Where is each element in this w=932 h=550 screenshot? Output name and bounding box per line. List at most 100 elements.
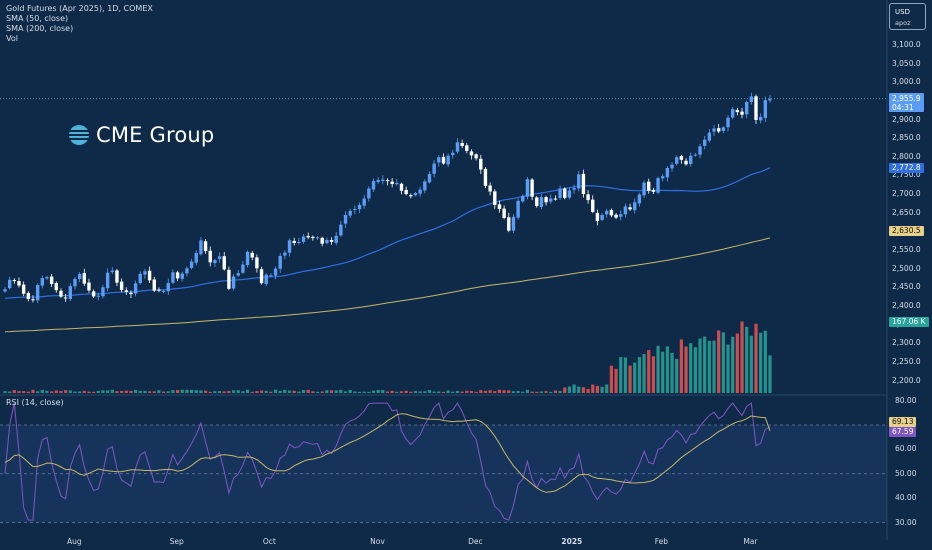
candle-body [744, 102, 749, 115]
candle-body [614, 214, 618, 218]
candle-body [409, 195, 413, 197]
candle-body [231, 276, 236, 289]
candle-body [390, 181, 394, 185]
last-price-tag: 2,955.9 04:31 [889, 93, 924, 112]
candle-body [353, 209, 357, 211]
volume-bar [203, 390, 208, 393]
candle-body [124, 290, 128, 292]
volume-bar [763, 330, 767, 393]
time-axis-tick: Sep [169, 537, 184, 546]
candle-body [721, 127, 726, 131]
volume-bar [609, 365, 614, 393]
candle-body [670, 164, 674, 169]
candle-body [87, 282, 91, 291]
volume-bar [245, 389, 250, 393]
candle-body [101, 287, 105, 297]
volume-bar [675, 358, 679, 393]
rsi-axis-tick: 50.00 [895, 468, 917, 478]
candle-body [521, 195, 525, 202]
volume-bar [264, 390, 268, 393]
time-axis-tick: Nov [370, 537, 385, 546]
candle-body [259, 269, 264, 284]
volume-bar [236, 390, 240, 393]
candle-body [348, 210, 352, 216]
volume-bar [157, 390, 161, 393]
candle-body [605, 210, 609, 215]
price-axis-tick: 2,500.0 [892, 263, 921, 273]
volume-bar [110, 389, 114, 393]
volume-bar [189, 389, 194, 393]
candle-body [749, 96, 754, 103]
volume-bar [381, 389, 385, 393]
candle-body [203, 241, 208, 252]
volume-bar [334, 390, 338, 393]
candle-body [325, 239, 329, 244]
candle-body [437, 157, 441, 163]
volume-bar [437, 391, 441, 393]
volume-bar [572, 384, 576, 393]
volume-bar [134, 389, 138, 393]
volume-bar [241, 391, 245, 393]
rsi-axis-tick: 40.00 [895, 493, 917, 503]
candle-body [502, 208, 506, 218]
volume-bar [87, 391, 91, 393]
candle-body [600, 214, 604, 220]
volume-bar [516, 391, 520, 393]
candle-body [623, 206, 628, 215]
volume-bar [558, 390, 562, 393]
candle-body [460, 143, 464, 147]
candle-body [35, 285, 40, 301]
volume-bar [3, 391, 7, 393]
candle-body [329, 239, 334, 242]
volume-bar [143, 390, 147, 393]
volume-bar [36, 391, 40, 393]
volume-bar [259, 390, 264, 393]
candle-body [586, 194, 590, 201]
volume-bar [427, 390, 432, 393]
candle-body [553, 198, 558, 200]
volume-bar [287, 390, 292, 393]
candle-body [362, 198, 366, 206]
rsi-line [4, 402, 771, 521]
candle-body [306, 235, 310, 238]
volume-bar [413, 391, 418, 393]
candle-body [595, 212, 600, 221]
volume-bar [161, 391, 166, 393]
volume-bar [488, 390, 492, 393]
candle-body [381, 179, 385, 182]
candle-body [567, 190, 572, 198]
candle-body [637, 194, 642, 204]
volume-bar [595, 385, 600, 393]
volume-bar [460, 391, 464, 393]
volume-bar [535, 391, 539, 393]
volume-bar [707, 340, 711, 393]
volume-bar [17, 391, 21, 393]
candle-body [647, 181, 651, 191]
time-axis-tick: 2025 [561, 537, 583, 546]
volume-bar [250, 391, 254, 393]
volume-bar [651, 356, 655, 393]
volume-bar [339, 389, 343, 393]
candle-body [651, 190, 656, 192]
volume-bar [395, 391, 399, 393]
volume-bar [521, 391, 525, 393]
volume-bar [549, 391, 553, 393]
volume-bar [92, 391, 96, 393]
candle-body [77, 273, 82, 279]
candle-body [138, 273, 142, 284]
candle-body [399, 183, 404, 191]
legend-title: Gold Futures (Apr 2025), 1D, COMEX [6, 4, 153, 13]
candle-body [488, 185, 492, 192]
volume-bar [553, 390, 558, 393]
price-axis-tick: 2,750.0 [892, 170, 921, 180]
volume-bar [740, 321, 744, 393]
volume-bar [418, 391, 422, 393]
currency-selector[interactable]: USD apoz [889, 3, 926, 30]
volume-bar [581, 387, 586, 393]
volume-bar [591, 384, 595, 393]
volume-bar [227, 390, 231, 393]
volume-bar [731, 336, 735, 393]
candle-body [371, 181, 376, 190]
candle-body [49, 276, 54, 284]
